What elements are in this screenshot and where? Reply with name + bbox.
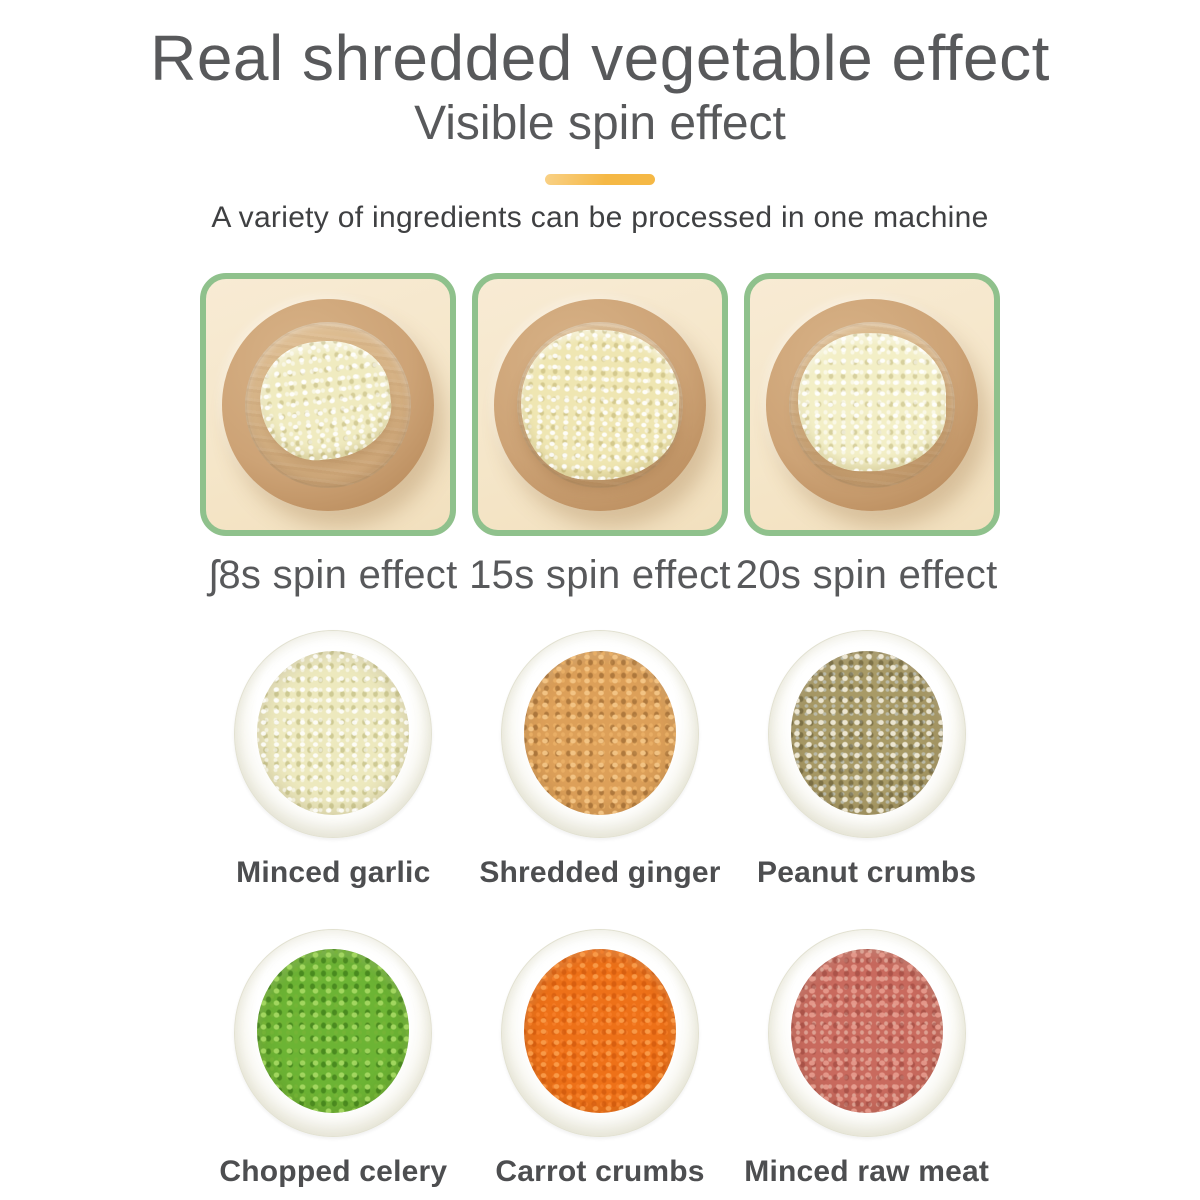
bowl [234,630,433,838]
minced-garlic-photo [257,650,410,815]
spin-stage-photo-20s [744,273,1000,536]
page-subtitle: Visible spin effect [414,97,786,151]
spin-stage-label-20s: 20s spin effect [735,553,998,597]
spin-stage-label-15s: 15s spin effect [469,553,731,597]
peanut-crumbs-photo [790,650,943,815]
spin-stage-labels-row: ʃ8s spin effect 15s spin effect 20s spin… [200,552,1000,598]
ingredient-cell-shredded-ginger: Shredded ginger [467,630,734,891]
ingredient-cell-minced-raw-meat: Minced raw meat [733,928,1000,1190]
wooden-plate [766,298,978,511]
ingredient-bowls-row-1: Minced garlic Shredded ginger Peanut cru… [200,630,1000,891]
spin-stage-photo-15s [472,273,728,536]
ingredient-cell-chopped-celery: Chopped celery [200,928,467,1190]
wooden-plate [494,298,706,511]
bowl [500,928,699,1137]
ingredient-cell-peanut-crumbs: Peanut crumbs [733,630,1000,891]
bowl [767,928,966,1137]
wooden-plate-photo [750,279,994,530]
spin-stage-photos-row [200,273,1000,536]
ingredient-bowls-row-2: Chopped celery Carrot crumbs Minced raw … [200,928,1000,1190]
divider-bar [545,173,655,185]
minced-garlic-pile [798,332,946,471]
ingredient-label: Carrot crumbs [495,1154,705,1188]
minced-garlic-pile [518,326,682,483]
page-title: Real shredded vegetable effect [150,22,1050,94]
wooden-plate-photo [206,279,450,530]
bowl [234,928,433,1137]
bowl [500,630,699,838]
chopped-celery-photo [257,949,410,1114]
ingredient-label: Shredded ginger [479,856,721,889]
ingredient-label: Minced garlic [236,856,431,889]
ingredient-label: Minced raw meat [744,1154,990,1188]
minced-raw-meat-photo [790,949,943,1114]
ingredient-label: Peanut crumbs [756,856,977,889]
bowl [767,630,966,838]
wooden-plate [222,298,434,511]
ingredient-label: Chopped celery [219,1154,448,1188]
ingredient-cell-carrot-crumbs: Carrot crumbs [467,928,734,1190]
shredded-ginger-photo [523,650,676,815]
spin-stage-photo-8s [200,273,456,536]
ingredient-cell-minced-garlic: Minced garlic [200,630,467,891]
spin-stage-label-8s: ʃ8s spin effect [209,553,458,597]
tagline: A variety of ingredients can be processe… [211,200,989,234]
carrot-crumbs-photo [523,949,676,1114]
wooden-plate-photo [478,279,722,530]
